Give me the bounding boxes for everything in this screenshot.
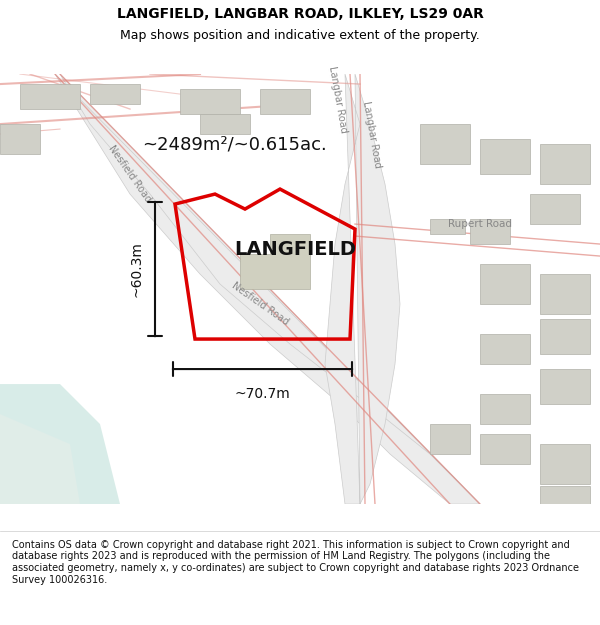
Text: LANGFIELD: LANGFIELD bbox=[234, 239, 356, 259]
Polygon shape bbox=[90, 84, 140, 104]
Polygon shape bbox=[20, 84, 80, 109]
Polygon shape bbox=[240, 234, 310, 289]
Polygon shape bbox=[540, 486, 590, 504]
Text: ~60.3m: ~60.3m bbox=[129, 241, 143, 297]
Polygon shape bbox=[325, 74, 400, 504]
Polygon shape bbox=[430, 219, 465, 234]
Text: Map shows position and indicative extent of the property.: Map shows position and indicative extent… bbox=[120, 29, 480, 42]
Polygon shape bbox=[200, 114, 250, 134]
Text: LANGFIELD, LANGBAR ROAD, ILKLEY, LS29 0AR: LANGFIELD, LANGBAR ROAD, ILKLEY, LS29 0A… bbox=[116, 7, 484, 21]
Polygon shape bbox=[420, 124, 470, 164]
Polygon shape bbox=[540, 369, 590, 404]
Text: Langbar Road: Langbar Road bbox=[361, 100, 383, 168]
Polygon shape bbox=[480, 139, 530, 174]
Polygon shape bbox=[0, 384, 120, 504]
Polygon shape bbox=[180, 89, 240, 114]
Polygon shape bbox=[430, 424, 470, 454]
Polygon shape bbox=[540, 444, 590, 484]
Text: Langbar Road: Langbar Road bbox=[327, 65, 349, 133]
Polygon shape bbox=[55, 74, 480, 504]
Polygon shape bbox=[260, 89, 310, 114]
Text: Nesfield Road: Nesfield Road bbox=[230, 281, 290, 328]
Polygon shape bbox=[530, 194, 580, 224]
Polygon shape bbox=[540, 319, 590, 354]
Text: ~2489m²/~0.615ac.: ~2489m²/~0.615ac. bbox=[143, 135, 328, 153]
Polygon shape bbox=[540, 274, 590, 314]
Text: ~70.7m: ~70.7m bbox=[235, 387, 290, 401]
Polygon shape bbox=[480, 434, 530, 464]
Polygon shape bbox=[480, 334, 530, 364]
Polygon shape bbox=[0, 124, 40, 154]
Polygon shape bbox=[540, 144, 590, 184]
Polygon shape bbox=[0, 414, 80, 504]
Polygon shape bbox=[480, 394, 530, 424]
Text: Contains OS data © Crown copyright and database right 2021. This information is : Contains OS data © Crown copyright and d… bbox=[12, 540, 579, 584]
Polygon shape bbox=[470, 219, 510, 244]
Text: Rupert Road: Rupert Road bbox=[448, 219, 512, 229]
Polygon shape bbox=[480, 264, 530, 304]
Text: Nesfield Road: Nesfield Road bbox=[107, 144, 154, 204]
